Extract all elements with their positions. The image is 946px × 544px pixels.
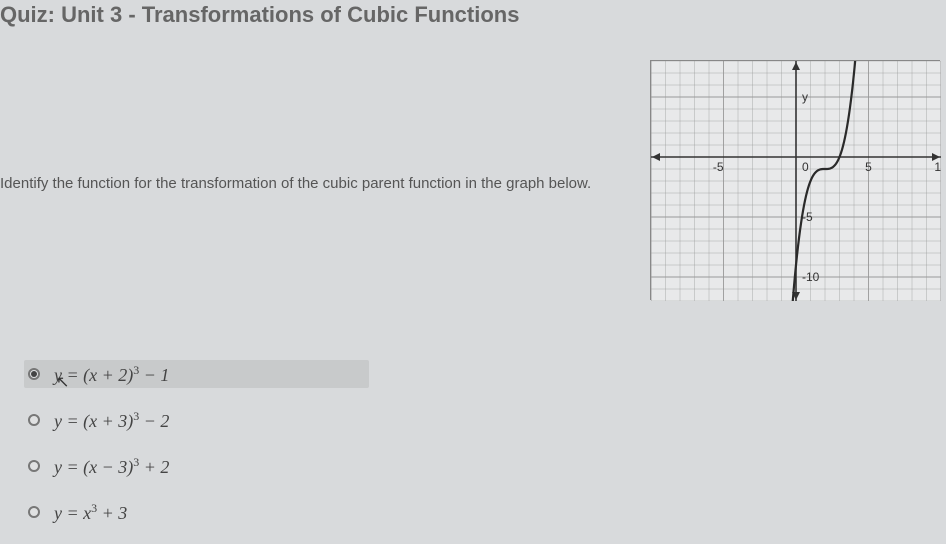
graph-container: 0 5 10 -5 y -5 -10 (650, 60, 940, 300)
formula-0: y = (x + 2)3 − 1 (54, 363, 169, 386)
cubic-graph: 0 5 10 -5 y -5 -10 (651, 61, 941, 301)
radio-2[interactable] (28, 460, 40, 472)
formula-2: y = (x − 3)3 + 2 (54, 455, 169, 478)
option-1[interactable]: y = (x + 3)3 − 2 (28, 406, 369, 434)
radio-0[interactable] (28, 368, 40, 380)
svg-text:5: 5 (865, 160, 872, 174)
svg-text:-5: -5 (802, 210, 813, 224)
formula-1: y = (x + 3)3 − 2 (54, 409, 169, 432)
question-row: Identify the function for the transforma… (0, 60, 946, 320)
options-list: y = (x + 2)3 − 1 y = (x + 3)3 − 2 y = (x −… (28, 360, 369, 544)
svg-text:-10: -10 (802, 270, 820, 284)
svg-text:-5: -5 (713, 160, 724, 174)
radio-1[interactable] (28, 414, 40, 426)
svg-text:y: y (802, 90, 808, 104)
option-2[interactable]: y = (x − 3)3 + 2 (28, 452, 369, 480)
question-text: Identify the function for the transforma… (0, 175, 630, 192)
quiz-title: Quiz: Unit 3 - Transformations of Cubic … (0, 0, 519, 30)
radio-3[interactable] (28, 506, 40, 518)
option-0[interactable]: y = (x + 2)3 − 1 (24, 360, 369, 388)
svg-text:0: 0 (802, 160, 809, 174)
formula-3: y = x3 + 3 (54, 501, 127, 524)
svg-text:10: 10 (934, 160, 941, 174)
